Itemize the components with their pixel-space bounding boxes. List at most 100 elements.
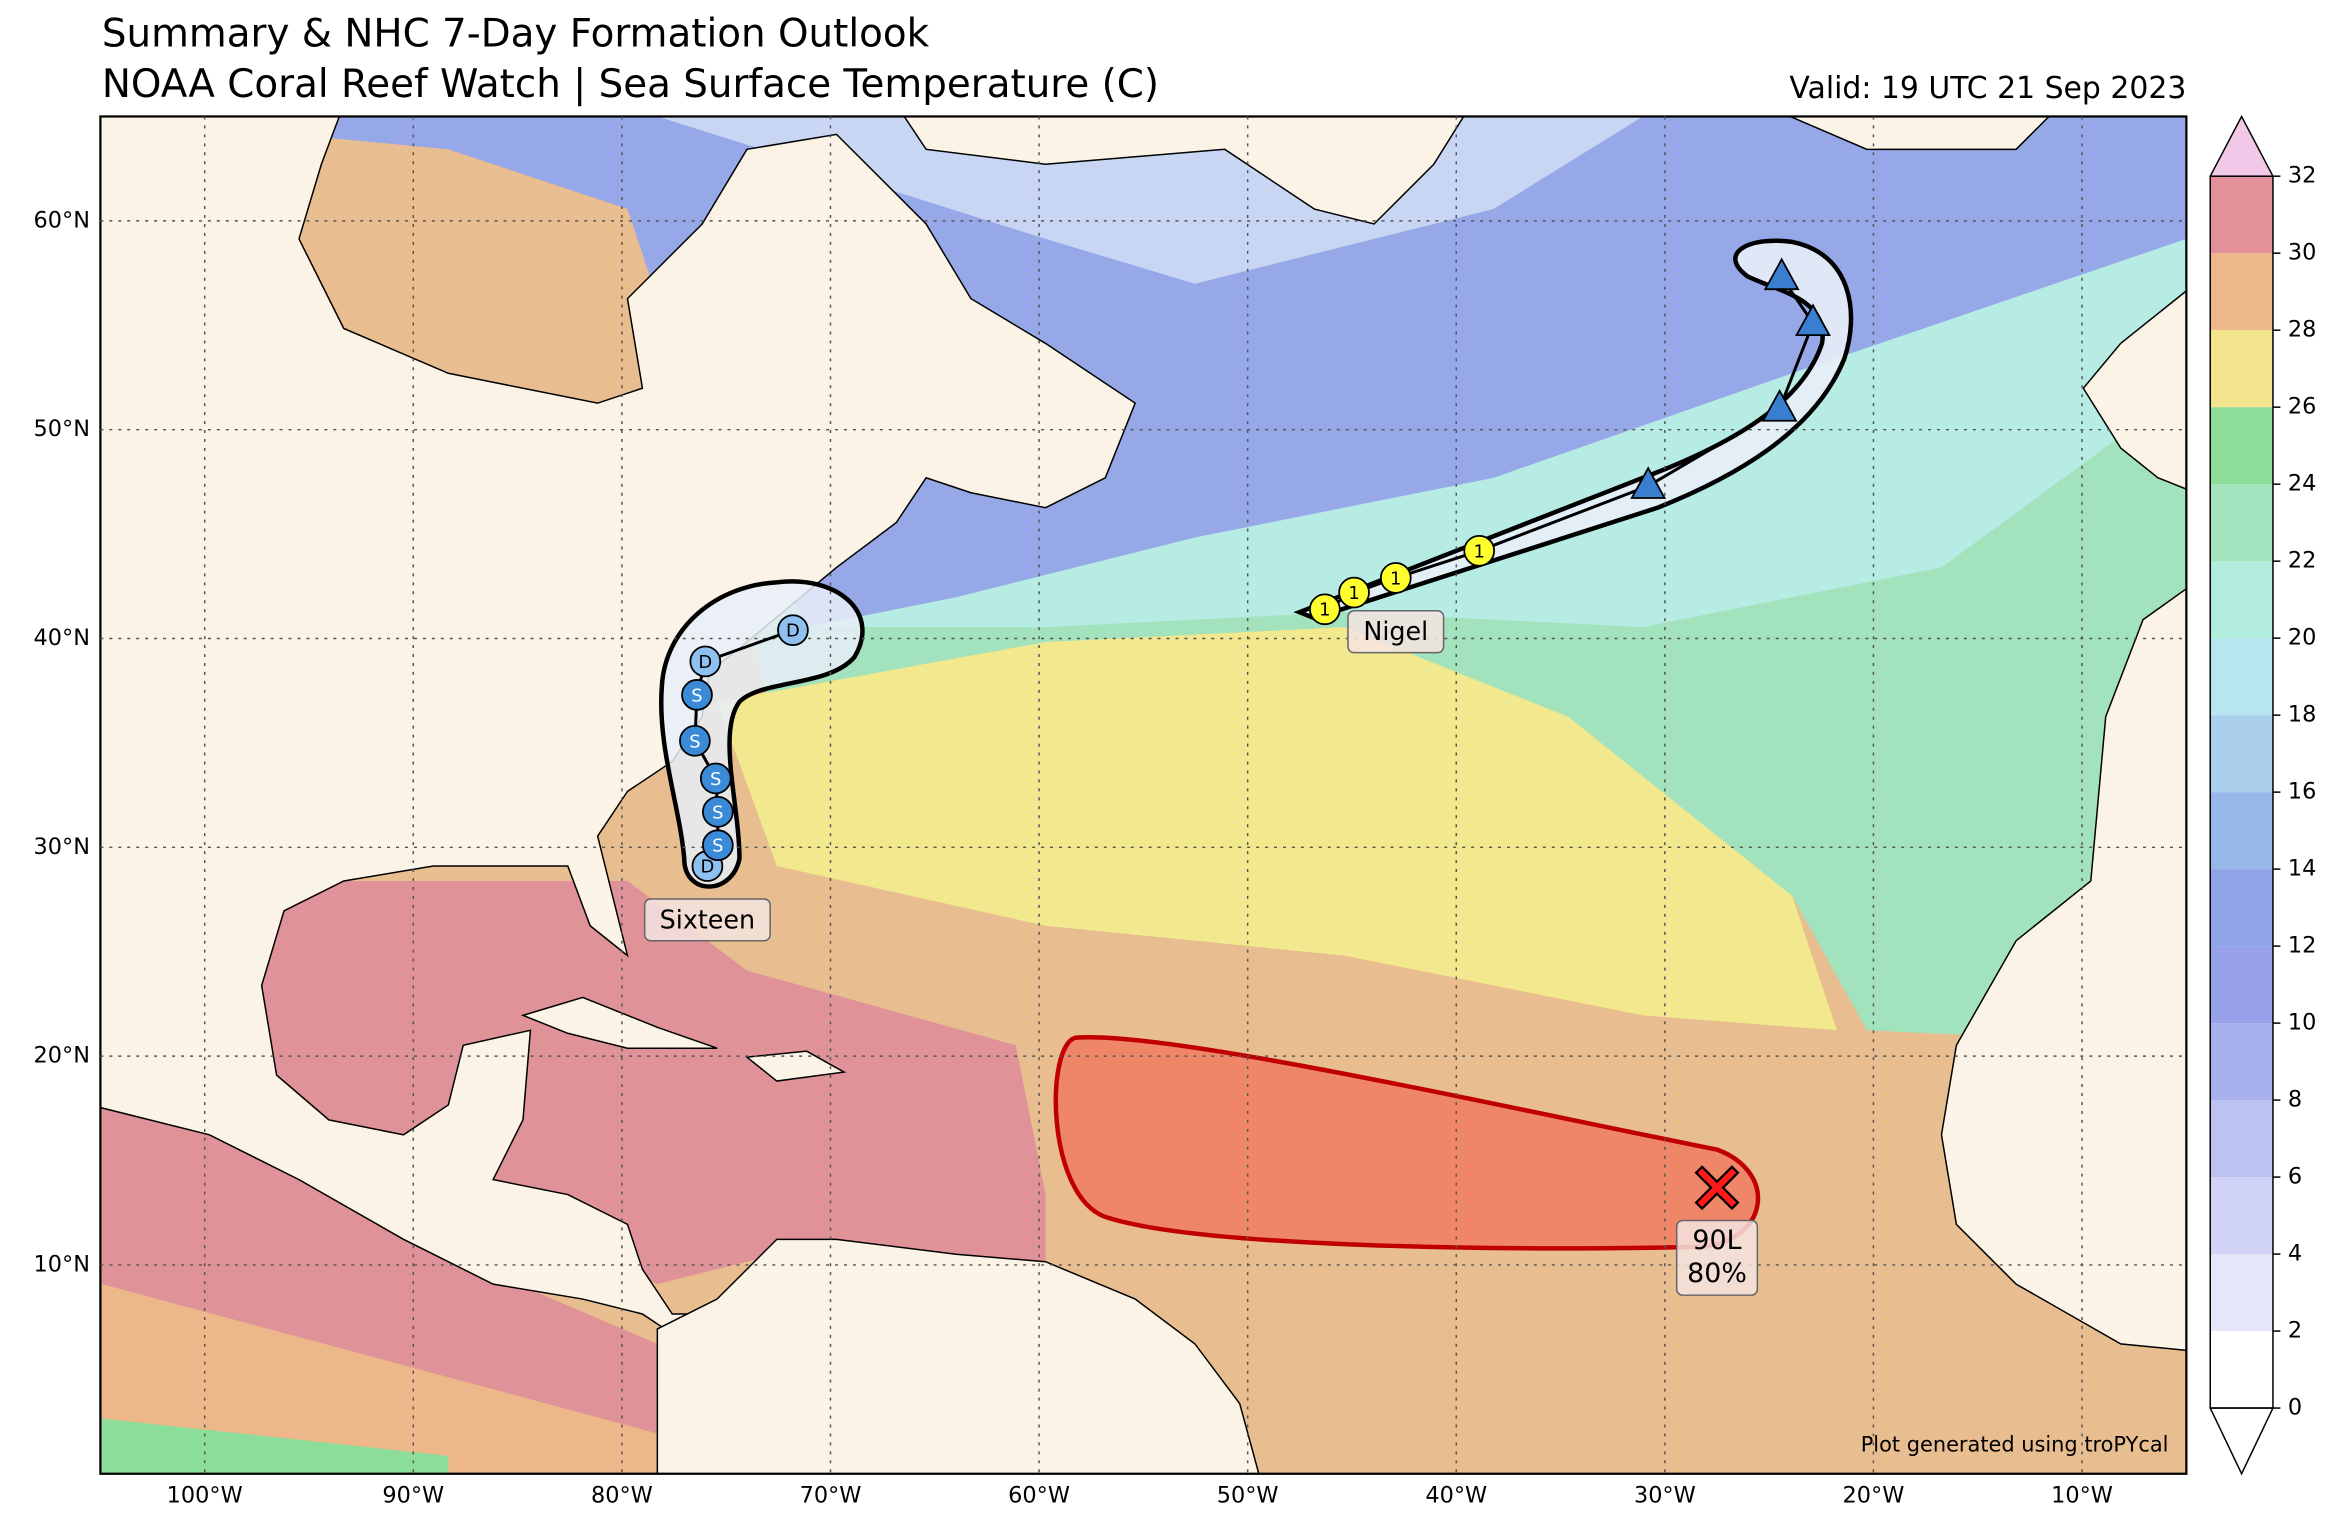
iberia-africa xyxy=(1940,587,2187,1352)
x-tick-label: 30°W xyxy=(1634,1483,1696,1509)
colorbar-tick-label: 6 xyxy=(2288,1164,2302,1190)
colorbar-tick-label: 26 xyxy=(2288,394,2316,420)
storm-point xyxy=(1761,389,1798,422)
storm-point-label: S xyxy=(691,685,702,706)
storm-point xyxy=(689,645,722,678)
sst-region xyxy=(101,1284,658,1474)
colorbar-tick-label: 12 xyxy=(2288,933,2316,959)
y-tick-label: 20°N xyxy=(34,1043,90,1069)
colorbar-segment xyxy=(2210,1023,2273,1101)
europe xyxy=(2082,289,2187,490)
storm-point xyxy=(702,795,734,828)
storm-point-label: D xyxy=(698,652,712,673)
colorbar-segment xyxy=(2210,1254,2273,1332)
colorbar-tick-label: 28 xyxy=(2288,317,2316,343)
outlook-label: 90L xyxy=(1692,1225,1741,1256)
storm-point xyxy=(1338,576,1370,609)
x-tick-label: 20°W xyxy=(1843,1483,1905,1509)
colorbar-segment xyxy=(2210,330,2273,408)
storm-point xyxy=(1630,466,1667,499)
x-tick-label: 50°W xyxy=(1217,1483,1279,1509)
storm-name-box xyxy=(1347,610,1445,654)
sst-region xyxy=(717,627,1837,1031)
storm-point xyxy=(1309,593,1341,626)
outlook-label-box xyxy=(1675,1219,1759,1296)
credit: Plot generated using troPYcal xyxy=(1861,1432,2169,1456)
storm-point-label: D xyxy=(701,857,715,878)
colorbar-segment xyxy=(2210,1331,2273,1409)
colorbar-segment xyxy=(2210,869,2273,947)
x-tick-label: 40°W xyxy=(1425,1483,1487,1509)
storm-name: Nigel xyxy=(1363,616,1428,646)
colorbar-tick-label: 4 xyxy=(2288,1241,2302,1267)
storm-name: Sixteen xyxy=(660,904,755,934)
storm-point-label: D xyxy=(786,621,800,642)
storm-name-box xyxy=(643,898,771,942)
sst-region xyxy=(101,1418,449,1474)
colorbar-tick-label: 0 xyxy=(2288,1395,2302,1421)
colorbar-segment xyxy=(2210,253,2273,331)
colorbar-tick-label: 24 xyxy=(2288,471,2316,497)
y-tick-label: 10°N xyxy=(34,1251,90,1277)
colorbar-segment xyxy=(2210,176,2273,254)
colorbar-tick-label: 10 xyxy=(2288,1010,2316,1036)
storm-point xyxy=(777,614,809,646)
colorbar-segment xyxy=(2210,407,2273,485)
colorbar-segment xyxy=(2210,638,2273,716)
storm-point xyxy=(1379,562,1412,594)
colorbar-tick-label: 14 xyxy=(2288,856,2316,882)
storm-point-label: 1 xyxy=(1348,583,1359,604)
map-frame xyxy=(99,115,2188,1475)
colorbar-segment xyxy=(2210,946,2273,1024)
storm-point xyxy=(1795,303,1831,337)
colorbar-segment xyxy=(2210,1177,2273,1255)
colorbar-under xyxy=(2209,1407,2275,1476)
y-tick-label: 60°N xyxy=(34,207,90,233)
storm-point xyxy=(1763,257,1800,291)
x-tick-label: 90°W xyxy=(382,1483,444,1509)
x-tick-label: 60°W xyxy=(1008,1483,1070,1509)
y-tick-label: 40°N xyxy=(34,625,90,651)
storm-point xyxy=(681,679,713,711)
storm-point xyxy=(699,762,732,795)
colorbar-segment xyxy=(2210,1100,2273,1178)
colorbar-tick-label: 18 xyxy=(2288,702,2316,728)
colorbar-tick-label: 30 xyxy=(2288,240,2316,266)
colorbar-tick-label: 22 xyxy=(2288,548,2316,574)
south-america xyxy=(656,1238,1260,1474)
colorbar-tick-label: 8 xyxy=(2288,1087,2302,1113)
hispaniola xyxy=(745,1050,847,1082)
storm-point-label: 1 xyxy=(1474,541,1485,562)
valid-time: Valid: 19 UTC 21 Sep 2023 xyxy=(1789,71,2186,106)
x-tick-label: 70°W xyxy=(800,1483,862,1509)
colorbar-tick-label: 20 xyxy=(2288,625,2316,651)
y-tick-label: 30°N xyxy=(34,834,90,860)
map-area xyxy=(100,116,2187,1474)
outlook-marker xyxy=(1694,1165,1740,1211)
colorbar-segment xyxy=(2210,715,2273,793)
colorbar-tick-label: 32 xyxy=(2288,163,2316,189)
colorbar-segment xyxy=(2210,792,2273,870)
track-cone xyxy=(1293,238,1854,621)
storm-point-label: S xyxy=(712,802,723,823)
title: Summary & NHC 7-Day Formation Outlook xyxy=(102,11,930,56)
storm-point-label: S xyxy=(712,836,723,857)
iceland xyxy=(1788,116,2051,151)
storm-point xyxy=(1463,534,1496,567)
storm-point-label: S xyxy=(689,731,700,752)
x-tick-label: 80°W xyxy=(591,1483,653,1509)
colorbar-segment xyxy=(2210,484,2273,562)
overlay: 100°W 90°W 80°W 70°W 60°W 50°W 40°W 30°W 20°W 10°… xyxy=(34,114,2316,1509)
storm-point-label: 1 xyxy=(1319,600,1330,621)
subtitle: NOAA Coral Reef Watch | Sea Surface Temp… xyxy=(102,62,1159,107)
cuba xyxy=(520,996,718,1049)
y-tick-label: 50°N xyxy=(34,416,90,442)
storm-point-label: 1 xyxy=(1390,568,1401,589)
storm-point-label: S xyxy=(710,769,721,790)
outlook-label: 80% xyxy=(1687,1258,1747,1289)
x-tick-label: 10°W xyxy=(2051,1483,2113,1509)
colorbar-over xyxy=(2209,114,2275,177)
greenland xyxy=(903,116,1465,225)
colorbar-tick-label: 2 xyxy=(2288,1318,2302,1344)
